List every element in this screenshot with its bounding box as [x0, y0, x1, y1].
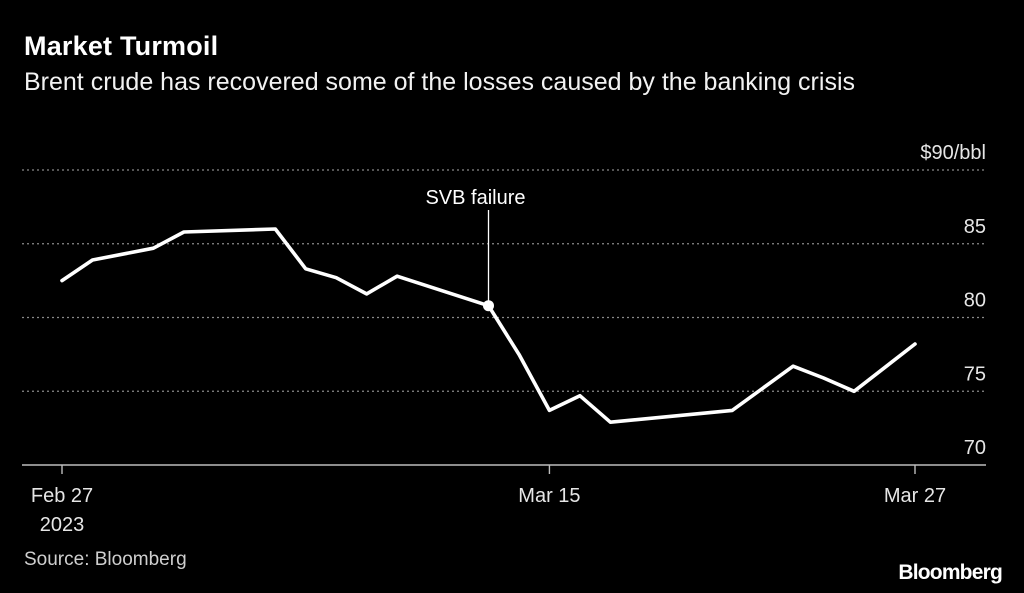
chart-subtitle: Brent crude has recovered some of the lo…: [24, 68, 855, 96]
chart-title: Market Turmoil: [24, 31, 219, 61]
y-tick-label: $90/bbl: [920, 142, 986, 164]
x-tick-sublabel: 2023: [40, 514, 85, 536]
y-tick-label: 85: [964, 216, 986, 238]
y-tick-label: 70: [964, 437, 986, 459]
x-tick-label: Feb 27: [31, 485, 93, 507]
bloomberg-logo: Bloomberg: [898, 561, 1002, 584]
x-tick-label: Mar 15: [518, 485, 580, 507]
x-tick-label: Mar 27: [884, 485, 946, 507]
annotation-label: SVB failure: [425, 187, 525, 209]
y-tick-label: 75: [964, 363, 986, 385]
y-tick-label: 80: [964, 290, 986, 312]
annotation-marker: [483, 300, 494, 312]
source-note: Source: Bloomberg: [24, 549, 187, 570]
